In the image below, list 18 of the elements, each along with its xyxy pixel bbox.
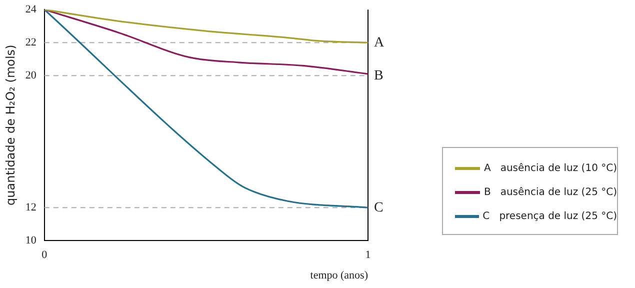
ref-line-label: C [374,200,384,216]
y-tick-label: 22 [25,36,36,48]
x-tick-label: 1 [365,249,371,262]
x-tick-label: 0 [42,249,48,262]
line-series [44,10,368,44]
y-tick-label: 10 [25,234,37,246]
y-tick-label: 24 [25,3,37,16]
ref-line-label: A [374,35,385,50]
legend-label: A ausência de luz (10 °C) [484,162,617,174]
line-series [44,10,368,208]
x-axis-title: tempo (anos) [310,269,368,282]
ref-line-label: B [374,68,384,84]
y-axis-title: quantidade de H₂O₂ (mols) [3,44,18,206]
legend-label: C presença de luz (25 °C) [482,210,617,222]
line-series [44,10,368,75]
y-tick-label: 12 [25,201,36,214]
legend-label: B ausência de luz (25 °C) [484,186,617,198]
y-tick-label: 20 [25,69,37,82]
